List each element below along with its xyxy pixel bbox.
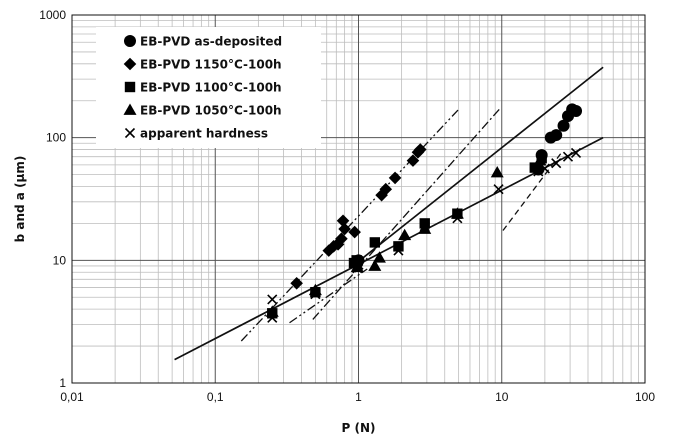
legend-label: EB-PVD 1050°C-100h — [140, 104, 282, 118]
diamond-marker — [388, 171, 402, 185]
diamond-marker — [379, 182, 393, 196]
legend: EB-PVD as-deposited EB-PVD 1150°C-100h EB-… — [96, 27, 321, 148]
square-marker — [351, 255, 362, 266]
legend-label: apparent hardness — [140, 127, 268, 141]
x-tick-label: 100 — [635, 390, 655, 404]
x-marker — [539, 163, 550, 174]
x-tick-label: 10 — [495, 390, 509, 404]
fit-line — [174, 136, 604, 361]
y-tick-label: 1000 — [39, 8, 66, 22]
x-marker — [533, 166, 544, 177]
triangle-marker — [398, 228, 412, 241]
legend-square-marker — [124, 81, 136, 93]
fit-line — [502, 152, 562, 231]
legend-label: EB-PVD 1100°C-100h — [140, 81, 282, 95]
diamond-marker — [348, 225, 361, 239]
diamond-marker — [290, 276, 303, 290]
legend-label: EB-PVD as-deposited — [140, 35, 282, 49]
fit-line — [289, 268, 368, 324]
x-marker — [267, 294, 278, 305]
diamond-marker — [406, 154, 420, 167]
triangle-marker — [308, 283, 322, 296]
y-tick-label: 1 — [59, 376, 66, 390]
data-markers — [265, 103, 583, 323]
circle-marker — [570, 104, 583, 117]
y-tick-labels: 1 10 100 1000 — [39, 8, 66, 390]
legend-triangle-marker — [123, 103, 137, 115]
fit-line — [240, 109, 459, 342]
x-tick-label: 1 — [355, 390, 362, 404]
triangle-marker — [368, 259, 382, 271]
circle-marker — [550, 129, 563, 142]
triangle-marker — [418, 222, 432, 234]
fit-line — [357, 66, 604, 263]
triangle-marker — [533, 154, 547, 166]
x-tick-label: 0,1 — [207, 390, 224, 404]
diamond-marker — [322, 244, 336, 257]
y-tick-label: 10 — [53, 253, 67, 267]
legend-x-marker — [124, 127, 136, 139]
diamond-marker — [413, 143, 427, 156]
square-marker — [393, 241, 404, 252]
triangle-marker — [490, 166, 504, 178]
x-axis-title: P (N) — [342, 421, 376, 435]
square-marker — [369, 237, 381, 248]
legend-diamond-marker — [123, 57, 137, 71]
plot-frame — [71, 14, 646, 384]
diamond-marker — [335, 232, 348, 246]
x-marker — [562, 151, 574, 162]
x-marker — [452, 213, 463, 224]
triangle-marker — [372, 251, 386, 263]
x-marker — [267, 312, 278, 323]
x-marker — [393, 245, 404, 256]
x-marker — [310, 289, 321, 300]
fit-lines — [174, 66, 604, 361]
x-marker — [493, 184, 504, 195]
legend-items: EB-PVD as-deposited EB-PVD 1150°C-100h EB-… — [123, 35, 282, 141]
diamond-marker — [331, 238, 345, 251]
x-marker — [419, 221, 430, 232]
x-marker — [551, 158, 562, 169]
diamond-marker — [338, 222, 351, 236]
x-marker — [353, 259, 364, 270]
legend-circle-marker — [124, 35, 136, 47]
x-tick-labels: 0,01 0,1 1 10 100 — [60, 390, 655, 404]
x-tick-label: 0,01 — [60, 390, 84, 404]
diamond-marker — [327, 240, 340, 253]
circle-marker — [557, 119, 570, 132]
diamond-marker — [336, 214, 350, 228]
y-axis-title: b and a (µm) — [13, 156, 27, 243]
y-tick-label: 100 — [46, 131, 66, 145]
x-marker — [570, 147, 582, 159]
x-marker — [352, 263, 363, 274]
legend-label: EB-PVD 1150°C-100h — [140, 58, 282, 72]
